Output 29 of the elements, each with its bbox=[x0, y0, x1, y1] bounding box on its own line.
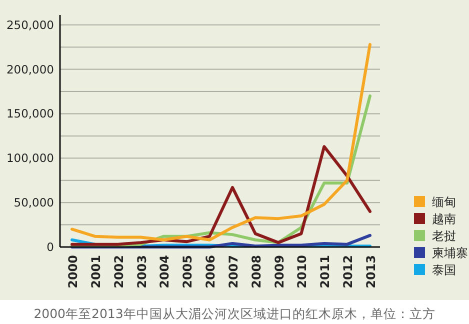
x-tick-label: 2008 bbox=[249, 255, 264, 288]
x-tick-label: 2013 bbox=[364, 255, 378, 288]
y-tick-label: 50,000 bbox=[14, 196, 54, 210]
text: 2000年至2013年中国从大湄公河次区域进口的红木原木，单位：立方 bbox=[34, 306, 436, 321]
line-series bbox=[70, 145, 372, 246]
y-tick-label: 100,000 bbox=[6, 151, 54, 166]
x-tick-label: 2007 bbox=[226, 255, 240, 288]
legend-label: 缅甸 bbox=[432, 195, 456, 209]
x-tick-label: 2012 bbox=[341, 255, 356, 288]
x-tick-label: 2006 bbox=[204, 255, 218, 288]
y-tick-label: 200,000 bbox=[6, 62, 54, 76]
x-tick-label: 2001 bbox=[88, 255, 103, 288]
y-tick-label: 250,000 bbox=[6, 18, 54, 32]
legend-label: 柬埔寨 bbox=[432, 246, 468, 260]
y-tick-label: 0 bbox=[46, 240, 54, 254]
y-tick-label: 150,000 bbox=[6, 106, 54, 121]
x-tick-label: 2011 bbox=[318, 255, 332, 288]
line-series bbox=[70, 42, 372, 242]
x-tick-label: 2004 bbox=[158, 255, 172, 288]
legend-label: 老挝 bbox=[432, 229, 456, 243]
x-tick-label: 2005 bbox=[180, 255, 195, 288]
x-tick-label: 2010 bbox=[295, 255, 310, 288]
x-tick-label: 2009 bbox=[272, 255, 286, 288]
line-series bbox=[70, 234, 372, 248]
legend-label: 泰国 bbox=[432, 263, 456, 277]
x-tick-label: 2002 bbox=[112, 255, 126, 288]
legend-label: 越南 bbox=[432, 212, 456, 226]
x-tick-label: 2003 bbox=[134, 255, 149, 288]
x-tick-label: 2000 bbox=[66, 255, 80, 288]
